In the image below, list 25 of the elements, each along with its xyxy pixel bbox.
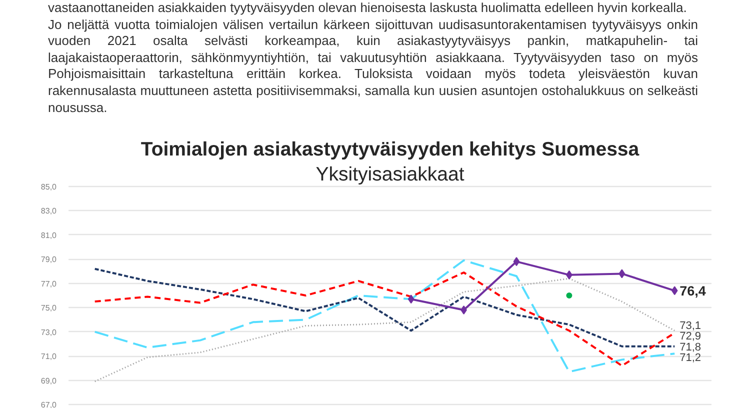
y-tick-label: 81,0 <box>40 230 58 240</box>
data-label: 76,4 <box>680 284 706 299</box>
data-label: 73,1 <box>680 320 702 332</box>
y-tick-label: 73,0 <box>40 328 58 337</box>
line-series <box>94 268 676 348</box>
y-tick-label: 79,0 <box>40 255 58 264</box>
y-tick-label: 77,0 <box>40 279 58 288</box>
chart-title: Toimialojen asiakastyytyväisyyden kehitys Suomessa <box>140 138 640 160</box>
y-tick-label: 83,0 <box>40 206 58 216</box>
point <box>671 286 678 296</box>
data-label: 72,9 <box>680 330 702 343</box>
y-tick-label: 75,0 <box>40 304 58 313</box>
point <box>618 269 626 278</box>
chart-subtitle: Yksityisasiakkaat <box>316 164 465 186</box>
text: Jo neljättä vuotta toimialojen välisen vertailun kärkeen sijoittuvan uudisasuntorakentamisen tyytyväisyys onkin vuoden 2021 osalta selvästi korkeampaa, kuin asiakastyytyväisyys pankin, matkapuhelin- tai laajakaistaoperaattorin, sähkönmyyntiyhtiön, tai vakuutusyhtiön asiakkaana. Tyytyväisyyden taso on myös Pohjoismaisittain tarkasteltuna erittäin korkea. Tuloksista voidaan myös todeta yleisväestön kuvan rakennusalasta muuttuneen astetta positiivisemmaksi, samalla kun uusien asuntojen ostohalukkuus on selkeästi nousussa. <box>48 16 698 116</box>
point <box>566 292 572 298</box>
data-label: 71,2 <box>680 352 702 364</box>
y-tick-label: 71,0 <box>40 352 58 362</box>
line-series <box>94 259 676 373</box>
text: vastaanottaneiden asiakkaiden tyytyväisyyden olevan hienoisesta laskusta huolimatta edelleen hyvin korkealla. <box>48 0 688 17</box>
point <box>408 294 414 304</box>
y-tick-label: 69,0 <box>40 376 58 386</box>
y-tick-label: 85,0 <box>40 182 58 192</box>
data-label: 71,8 <box>680 341 702 354</box>
point <box>513 257 520 266</box>
